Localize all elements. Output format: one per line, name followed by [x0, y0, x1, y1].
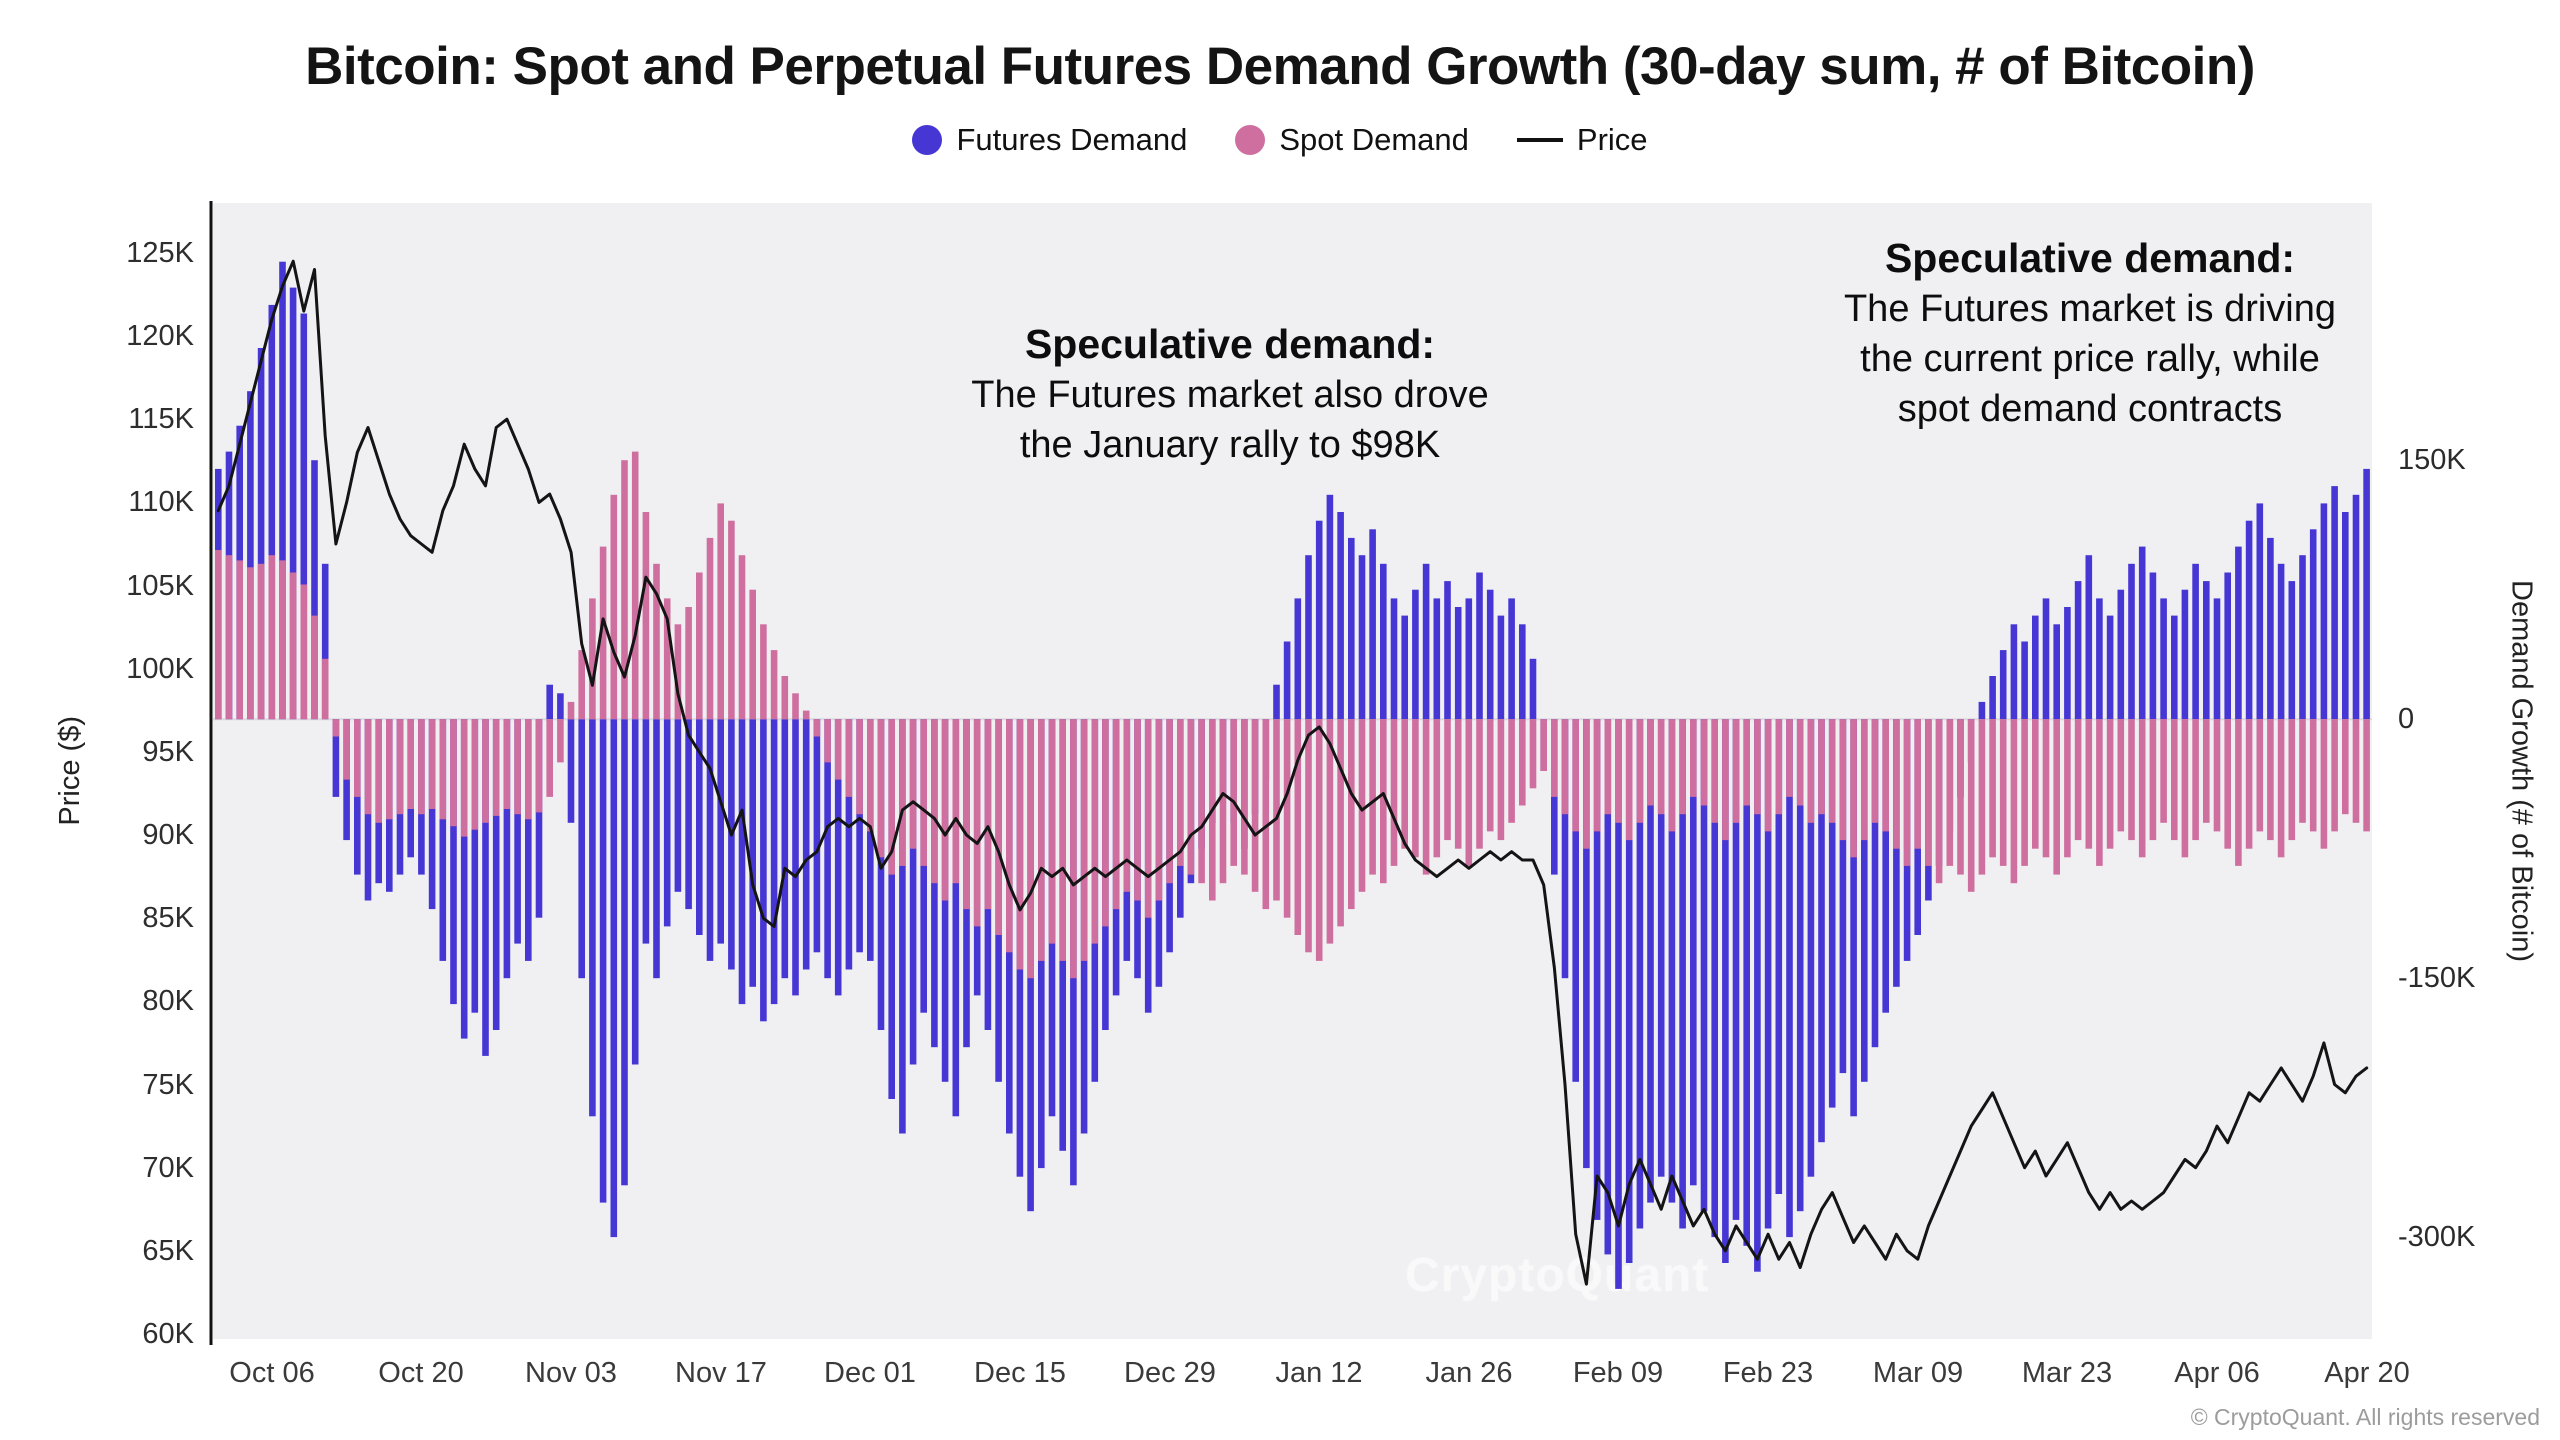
price-axis-tick-label: 60K: [142, 1318, 194, 1350]
price-line: [216, 259, 2369, 1286]
price-axis-tick-label: 115K: [128, 403, 194, 435]
spot-legend-label: Spot Demand: [1279, 122, 1469, 157]
right-axis-title: Demand Growth (# of Bitcoin): [2505, 580, 2538, 962]
price-legend-line-icon: [1516, 138, 1563, 142]
price-axis-tick-label: 75K: [142, 1069, 194, 1101]
annotation-line: the January rally to $98K: [1019, 424, 1441, 466]
annotation-line: The Futures market is driving: [1843, 288, 2337, 330]
price-axis-tick-label: 90K: [142, 819, 194, 851]
legend-item-spot[interactable]: Spot Demand: [1235, 122, 1469, 158]
date-axis-tick-label: Apr 06: [2174, 1357, 2260, 1389]
spot-demand-bars: [215, 451, 2370, 979]
date-axis-tick-label: Feb 23: [1722, 1357, 1814, 1389]
demand-axis-tick-label: -300K: [2398, 1221, 2476, 1253]
cryptoquant-watermark: CryptoQuant: [1405, 1249, 1710, 1302]
demand-axis-tick-label: -150K: [2398, 962, 2476, 994]
date-axis-tick-label: Oct 20: [378, 1357, 464, 1389]
futures-legend-label: Futures Demand: [956, 122, 1188, 157]
price-axis-tick-label: 125K: [126, 237, 194, 269]
copyright-footer: © CryptoQuant. All rights reserved: [2190, 1404, 2540, 1430]
annotation-line: spot demand contracts: [1897, 388, 2283, 430]
annotation-line: the current price rally, while: [1860, 338, 2320, 380]
price-axis-tick-label: 105K: [126, 570, 194, 602]
annotation-title: Speculative demand:: [1024, 321, 1436, 367]
futures-legend-dot-icon: [912, 125, 943, 155]
date-axis-tick-label: Dec 01: [824, 1357, 916, 1389]
price-axis-tick-label: 80K: [142, 985, 194, 1017]
price-axis-tick-label: 100K: [126, 653, 194, 685]
price-axis-tick-label: 70K: [142, 1152, 194, 1184]
date-axis-tick-label: Oct 06: [229, 1357, 315, 1389]
date-axis-tick-label: Dec 29: [1124, 1357, 1216, 1389]
price-axis-tick-label: 85K: [142, 902, 194, 934]
date-axis-tick-label: Jan 12: [1275, 1357, 1363, 1389]
date-axis-tick-label: Apr 20: [2324, 1357, 2410, 1389]
spot-legend-dot-icon: [1235, 125, 1266, 155]
annotation-title: Speculative demand:: [1884, 235, 2296, 281]
price-axis-tick-label: 65K: [142, 1235, 194, 1267]
annotation-current-rally: Speculative demand: The Futures market i…: [1780, 232, 2400, 434]
chart-legend: Futures Demand Spot Demand Price: [0, 122, 2560, 158]
date-axis-tick-label: Feb 09: [1572, 1357, 1664, 1389]
demand-axis-tick-label: 0: [2398, 703, 2415, 735]
price-axis-tick-label: 110K: [128, 486, 194, 518]
date-axis-tick-label: Mar 09: [1872, 1357, 1964, 1389]
price-axis-tick-label: 95K: [142, 736, 194, 768]
price-axis-tick-label: 120K: [126, 320, 194, 352]
legend-item-price[interactable]: Price: [1516, 122, 1648, 158]
legend-item-futures[interactable]: Futures Demand: [912, 122, 1187, 158]
demand-axis-tick-label: 150K: [2398, 444, 2466, 476]
date-axis-tick-label: Mar 23: [2021, 1357, 2113, 1389]
date-axis-tick-label: Nov 17: [675, 1357, 767, 1389]
annotation-line: The Futures market also drove: [971, 374, 1489, 416]
date-axis-tick-label: Dec 15: [974, 1357, 1066, 1389]
date-axis-tick-label: Nov 03: [525, 1357, 617, 1389]
price-legend-label: Price: [1576, 122, 1648, 157]
chart-title: Bitcoin: Spot and Perpetual Futures Dema…: [305, 37, 2255, 96]
annotation-january-rally: Speculative demand: The Futures market a…: [905, 318, 1555, 470]
date-axis-tick-label: Jan 26: [1425, 1357, 1513, 1389]
